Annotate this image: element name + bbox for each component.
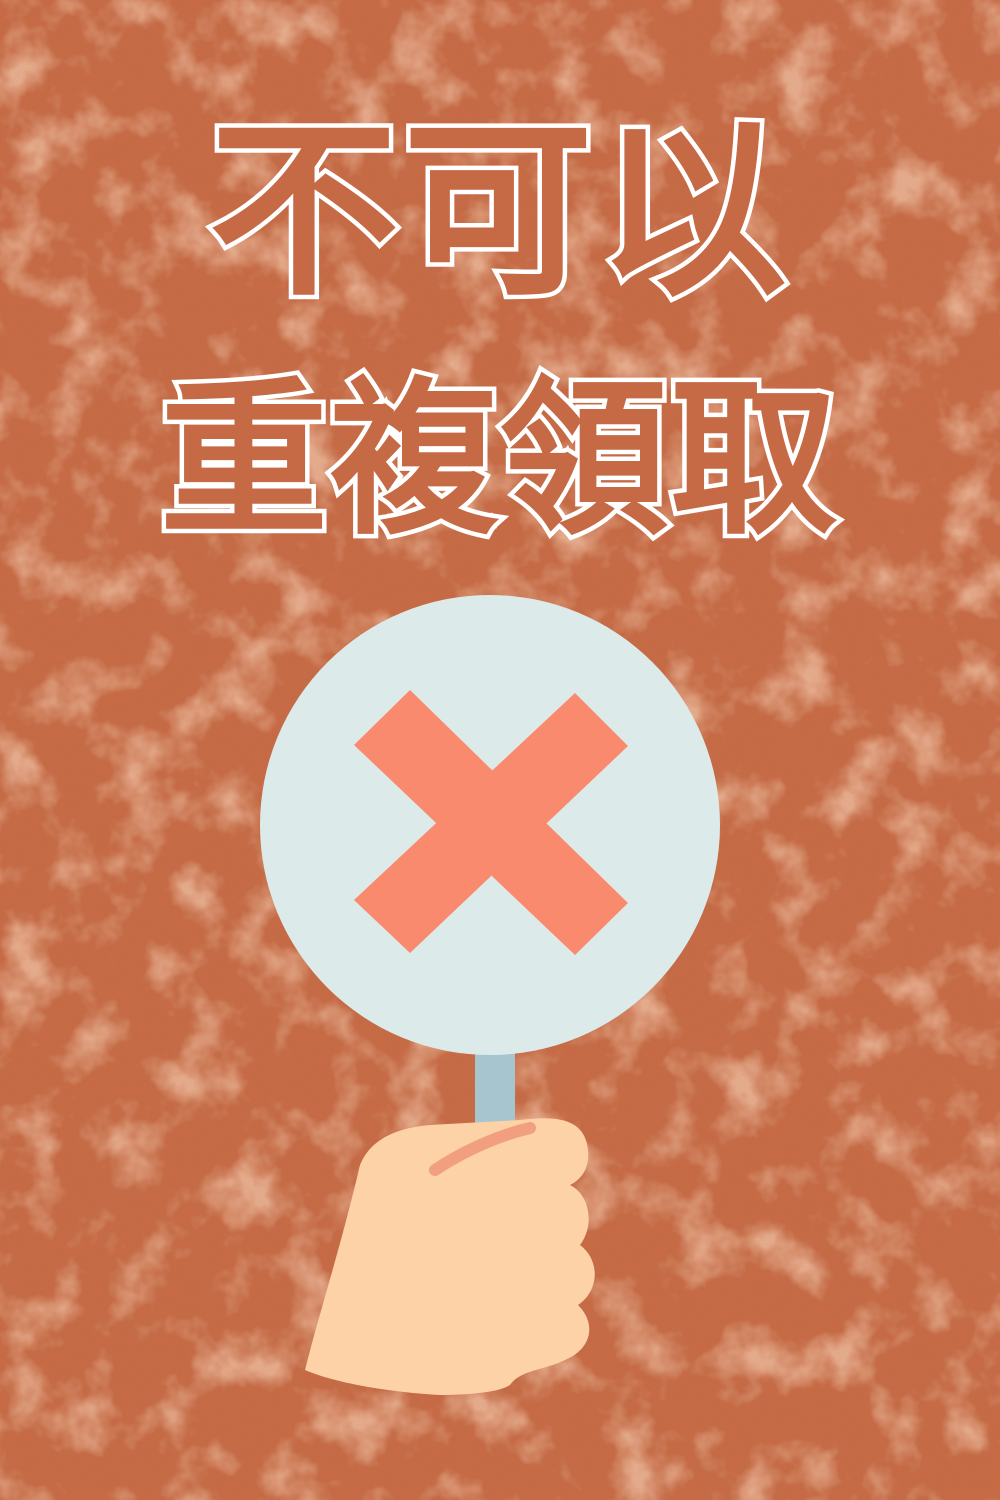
headline-line-1: 不可以 (204, 101, 791, 322)
headline-line-2: 重複領取 (156, 358, 843, 563)
hand-icon (305, 1118, 595, 1395)
cross-mark-icon (354, 690, 628, 955)
finger-line (429, 1122, 536, 1176)
